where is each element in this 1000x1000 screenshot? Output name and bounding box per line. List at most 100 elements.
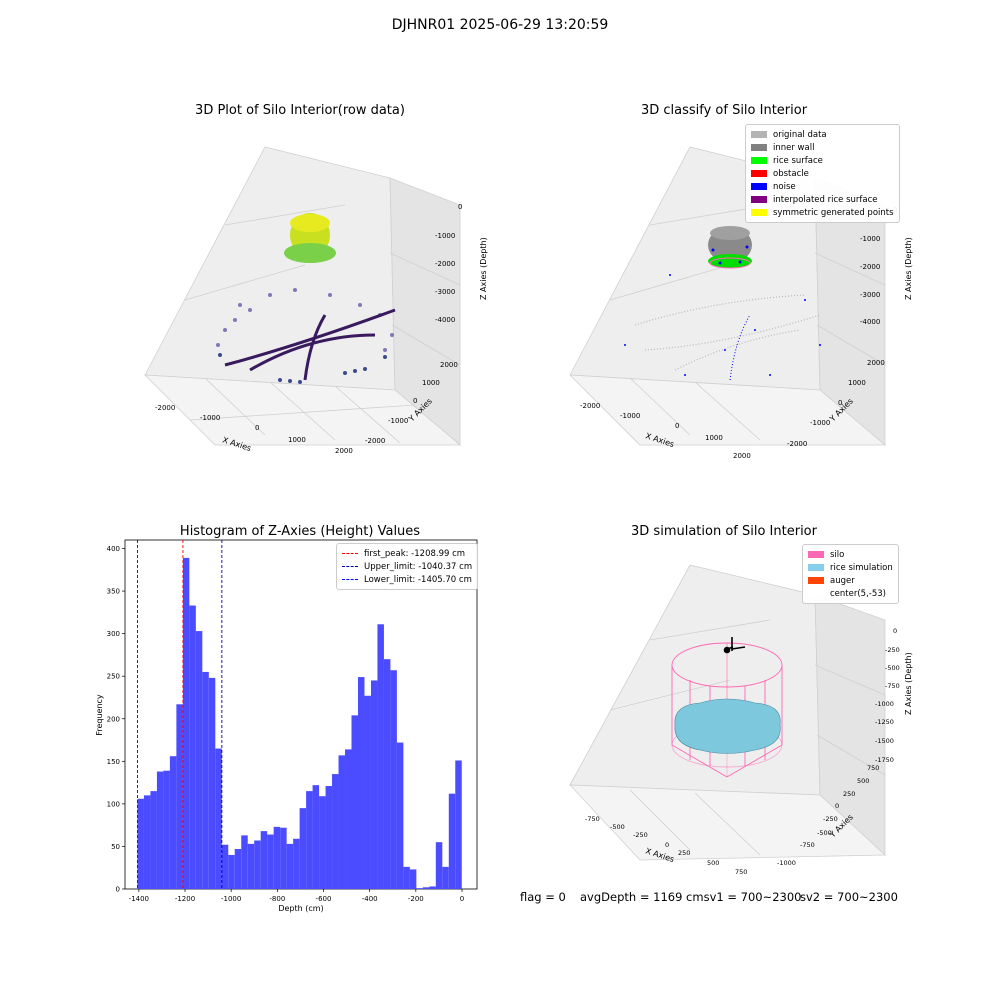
histogram-bar bbox=[267, 834, 274, 889]
raw-z-tick: -3000 bbox=[435, 288, 455, 296]
raw-z-tick: -2000 bbox=[435, 260, 455, 268]
raw-3d-panes bbox=[143, 146, 462, 446]
sim-z-tick: -1500 bbox=[875, 737, 894, 745]
x-tick-label: -1400 bbox=[129, 895, 149, 903]
histogram-bar bbox=[416, 888, 423, 889]
legend-label: original data bbox=[773, 129, 827, 140]
y-tick-label: 100 bbox=[107, 800, 120, 808]
histogram-bar bbox=[345, 749, 352, 889]
raw-z-tick: -4000 bbox=[435, 316, 455, 324]
legend-swatch bbox=[751, 196, 767, 203]
legend-label: inner wall bbox=[773, 142, 815, 153]
histogram-x-label: Depth (cm) bbox=[278, 904, 323, 913]
classify-y-tick: 1000 bbox=[848, 379, 866, 387]
histogram-bar bbox=[156, 771, 164, 889]
legend-item-symmetric: symmetric generated points bbox=[751, 206, 894, 219]
classify-y-tick: -1000 bbox=[810, 419, 830, 427]
x-tick-label: -600 bbox=[316, 895, 332, 903]
raw-z-tick: 0 bbox=[458, 203, 462, 211]
sim-y-tick: -750 bbox=[800, 841, 815, 849]
histogram-legend: first_peak: -1208.99 cm Upper_limit: -10… bbox=[336, 543, 479, 590]
legend-swatch bbox=[751, 131, 767, 138]
histogram-bar bbox=[286, 843, 294, 889]
histogram-bar bbox=[176, 704, 183, 889]
sim-y-tick: -1000 bbox=[777, 859, 796, 867]
legend-swatch bbox=[751, 183, 767, 190]
histogram-bar bbox=[143, 795, 151, 889]
status-sv2: sv2 = 700~2300 bbox=[800, 890, 898, 904]
histogram-bar bbox=[442, 866, 449, 889]
histogram-bar bbox=[293, 838, 300, 889]
histogram-x-ticks: -1400 -1200 -1000 -800 -600 -400 -200 0 bbox=[129, 889, 464, 903]
classify-x-tick: -1000 bbox=[620, 412, 640, 420]
legend-label: rice simulation bbox=[830, 562, 893, 573]
sim-y-tick: 250 bbox=[843, 790, 855, 798]
legend-swatch bbox=[808, 564, 824, 571]
legend-label: rice surface bbox=[773, 155, 823, 166]
legend-swatch bbox=[808, 551, 824, 558]
y-tick-label: 0 bbox=[116, 886, 120, 894]
sim-x-tick: 500 bbox=[707, 859, 719, 867]
histogram-bar bbox=[357, 677, 365, 889]
classify-y-tick: -2000 bbox=[787, 440, 807, 448]
raw-x-tick: 0 bbox=[255, 424, 259, 432]
sim-x-tick: 750 bbox=[735, 868, 747, 875]
y-tick-label: 350 bbox=[107, 588, 120, 596]
legend-item-first-peak: first_peak: -1208.99 cm bbox=[342, 547, 472, 560]
histogram-bar bbox=[332, 774, 339, 889]
legend-swatch bbox=[751, 144, 767, 151]
legend-line bbox=[342, 579, 358, 580]
legend-label: obstacle bbox=[773, 168, 809, 179]
sim-x-tick: 0 bbox=[665, 841, 669, 849]
histogram-bar bbox=[409, 869, 417, 889]
x-tick-label: -400 bbox=[362, 895, 378, 903]
simulation-plot-title: 3D simulation of Silo Interior bbox=[631, 524, 817, 539]
histogram-bar bbox=[370, 680, 378, 889]
histogram-bar bbox=[422, 887, 430, 889]
legend-label: interpolated rice surface bbox=[773, 194, 878, 205]
sim-y-tick: -500 bbox=[817, 829, 832, 837]
histogram-bar bbox=[364, 695, 371, 889]
raw-plot-title: 3D Plot of Silo Interior(row data) bbox=[195, 103, 405, 118]
legend-item-silo: silo bbox=[808, 548, 893, 561]
histogram-bars bbox=[137, 557, 462, 889]
histogram-bar bbox=[403, 866, 410, 889]
legend-item-obstacle: obstacle bbox=[751, 167, 894, 180]
sim-z-tick: -250 bbox=[885, 646, 900, 654]
histogram-bar bbox=[221, 844, 229, 889]
sim-y-tick: 750 bbox=[867, 764, 879, 772]
status-avg-depth: avgDepth = 1169 cmsv1 = 700~2300 bbox=[580, 890, 802, 904]
classify-y-tick: 0 bbox=[838, 399, 842, 407]
legend-swatch bbox=[751, 209, 767, 216]
status-flag: flag = 0 bbox=[520, 890, 566, 904]
raw-3d-plot: -2000 -1000 0 1000 2000 -2000 -1000 0 10… bbox=[143, 146, 488, 455]
legend-item-interpolated: interpolated rice surface bbox=[751, 193, 894, 206]
sim-z-tick: -500 bbox=[885, 664, 900, 672]
raw-x-tick: 1000 bbox=[288, 436, 306, 444]
histogram-bar bbox=[351, 715, 358, 889]
rice-surface bbox=[674, 698, 781, 754]
simulation-3d-ticks: -750 -500 -250 0 250 500 750 -1000 -750 … bbox=[585, 627, 900, 875]
raw-y-tick: 2000 bbox=[440, 361, 458, 369]
classify-x-tick: 0 bbox=[675, 422, 679, 430]
simulation-legend: silo rice simulation auger center(5,-53) bbox=[802, 544, 899, 604]
histogram-bar bbox=[455, 760, 462, 889]
sim-x-tick: 250 bbox=[678, 849, 690, 857]
legend-item-center: center(5,-53) bbox=[808, 587, 893, 600]
legend-item-upper-limit: Upper_limit: -1040.37 cm bbox=[342, 560, 472, 573]
classify-plot-title: 3D classify of Silo Interior bbox=[640, 103, 808, 118]
histogram-bar bbox=[280, 827, 287, 889]
x-tick-label: -1200 bbox=[175, 895, 195, 903]
legend-label: noise bbox=[773, 181, 796, 192]
classify-legend: original data inner wall rice surface ob… bbox=[745, 124, 900, 223]
histogram-bar bbox=[241, 835, 248, 889]
raw-z-tick: -1000 bbox=[435, 232, 455, 240]
sim-x-tick: -750 bbox=[585, 815, 600, 823]
histogram-bar bbox=[390, 670, 397, 889]
histogram-bar bbox=[234, 848, 242, 889]
sim-y-tick: 0 bbox=[835, 802, 839, 810]
legend-label: first_peak: -1208.99 cm bbox=[364, 548, 466, 559]
classify-3d-points bbox=[624, 226, 821, 381]
histogram-bar bbox=[448, 793, 456, 889]
histogram-bar bbox=[137, 798, 144, 889]
